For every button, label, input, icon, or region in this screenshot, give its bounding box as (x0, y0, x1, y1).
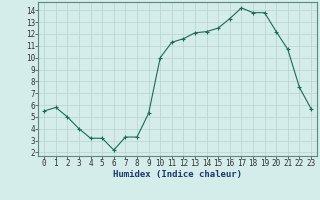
X-axis label: Humidex (Indice chaleur): Humidex (Indice chaleur) (113, 170, 242, 179)
